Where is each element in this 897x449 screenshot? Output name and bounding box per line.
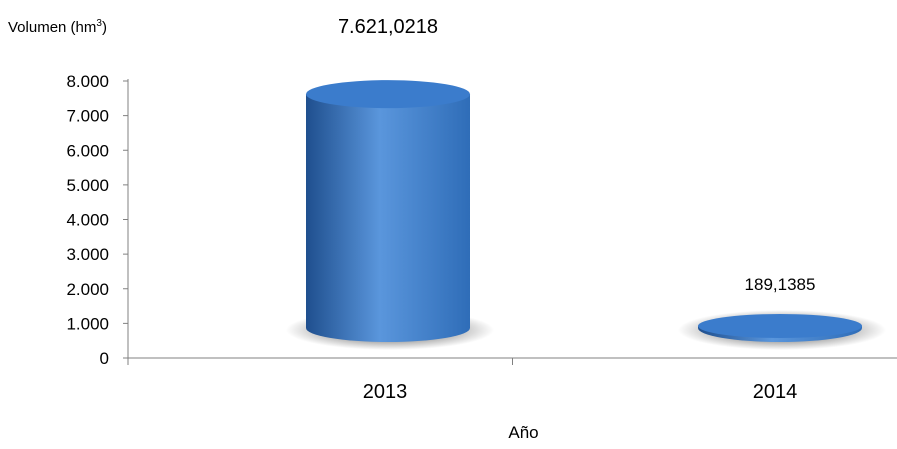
x-axis-title: Año [508, 423, 539, 442]
x-tick-label: 2013 [363, 381, 408, 403]
y-tick-label: 2.000 [66, 280, 109, 299]
data-label: 189,1385 [745, 275, 816, 294]
y-axis-title: Volumen (hm3) [8, 18, 107, 36]
bar-cylinder [306, 80, 470, 342]
y-tick-label: 0 [100, 349, 109, 368]
y-tick-label: 3.000 [66, 245, 109, 264]
x-tick-label: 2014 [753, 381, 798, 403]
bar-body [306, 94, 470, 342]
y-tick-label: 1.000 [66, 314, 109, 333]
y-tick-label: 5.000 [66, 176, 109, 195]
y-tick-label: 6.000 [66, 141, 109, 160]
bar-top [698, 314, 862, 338]
bar-top [306, 80, 470, 109]
labels: 7.621,0218 2013 189,1385 2014 [338, 16, 816, 403]
bars [286, 80, 886, 350]
y-tick-label: 8.000 [66, 72, 109, 91]
y-tick-label: 7.000 [66, 107, 109, 126]
axes: 0 1.000 2.000 3.000 4.000 5.000 6.000 7.000 8.00… [66, 72, 897, 368]
data-label: 7.621,0218 [338, 16, 438, 38]
bar-cylinder [698, 314, 862, 342]
y-tick-label: 4.000 [66, 211, 109, 230]
